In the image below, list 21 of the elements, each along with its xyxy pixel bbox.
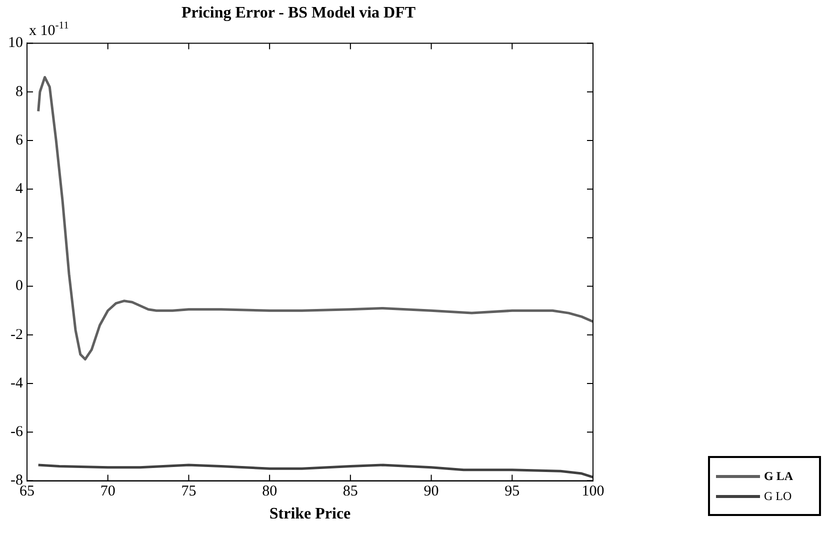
chart-title: Pricing Error - BS Model via DFT: [181, 4, 416, 22]
x-tick-label: 75: [181, 484, 196, 500]
x-tick-label: 85: [342, 484, 358, 500]
y-tick-label: 2: [16, 230, 23, 246]
x-tick-label: 80: [262, 484, 278, 500]
x-axis-title: Strike Price: [269, 506, 351, 523]
x-tick-label: 95: [504, 484, 520, 500]
x-tick-label: 65: [20, 484, 34, 500]
y-tick-label: -2: [10, 326, 23, 343]
y-tick-label: 8: [16, 84, 23, 100]
y-tick-label: -6: [10, 424, 24, 440]
y-tick-label: 6: [16, 132, 24, 148]
y-tick-label: -4: [10, 375, 24, 392]
y-tick-label: 10: [8, 35, 23, 52]
x-tick-label: 70: [100, 484, 116, 500]
x-tick-label: 100: [582, 484, 604, 500]
legend-label: G LO: [764, 488, 792, 504]
x-tick-label: 90: [424, 484, 439, 500]
y-tick-label: 0: [16, 278, 23, 294]
legend-label: G LA: [764, 468, 794, 484]
y-tick-label: 4: [16, 181, 24, 198]
